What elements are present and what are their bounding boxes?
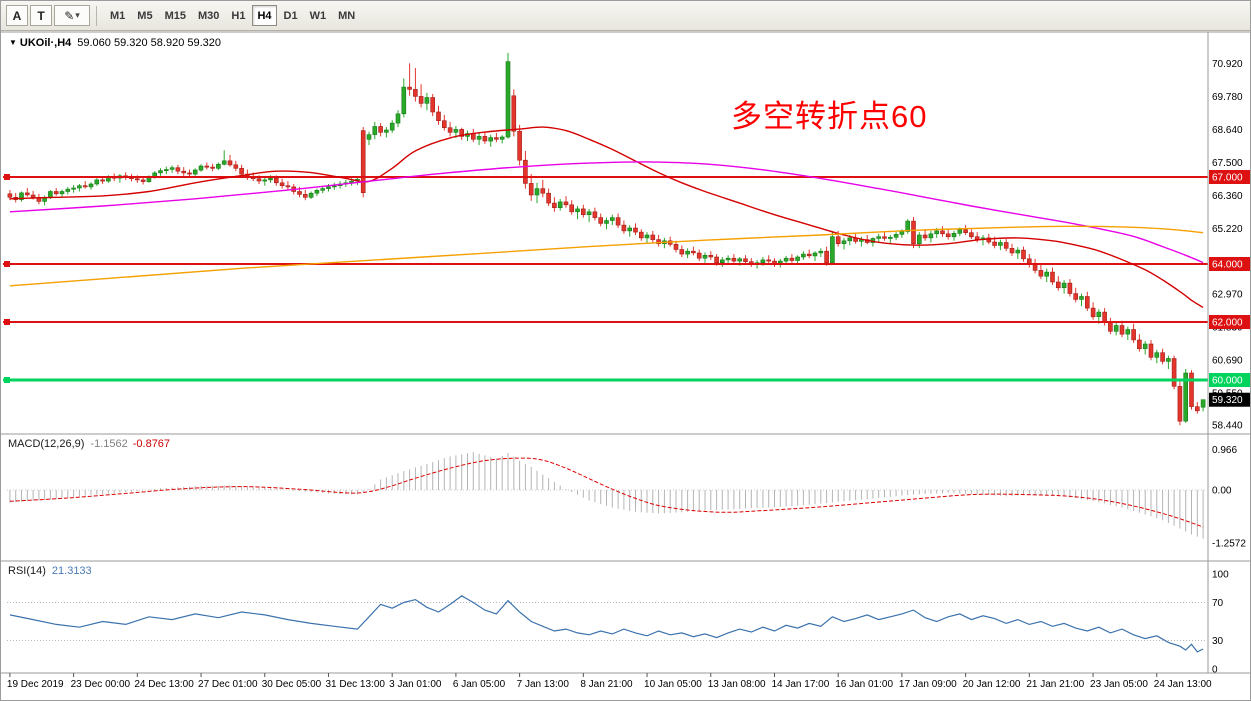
chart-background xyxy=(1,32,1250,700)
ma-slow-orange xyxy=(9,225,1204,287)
arrow-tool-button[interactable]: A xyxy=(6,5,28,26)
svg-text:-1.2572: -1.2572 xyxy=(1212,538,1246,549)
hline-anchor xyxy=(4,377,10,383)
macd-pane: 0.966 0.00 -1.2572 xyxy=(7,445,1246,549)
horizontal-lines xyxy=(3,174,1208,383)
timeframe-m1-button[interactable]: M1 xyxy=(105,5,130,26)
macd-indicator-label: MACD(12,26,9) -1.1562 -0.8767 xyxy=(8,438,170,450)
draw-tools-dropdown-button[interactable]: ✎ ▾ xyxy=(54,5,90,26)
timeframe-m30-button[interactable]: M30 xyxy=(193,5,224,26)
svg-text:14 Jan 17:00: 14 Jan 17:00 xyxy=(771,679,829,690)
price-badges: 67.000 64.000 62.000 60.000 59.320 xyxy=(1209,170,1250,407)
svg-text:67.000: 67.000 xyxy=(1212,173,1243,184)
ma-mid-magenta xyxy=(9,161,1204,264)
chart-annotation-text: 多空转折点60 xyxy=(731,99,928,134)
pane-separators xyxy=(1,31,1250,674)
svg-text:23 Jan 05:00: 23 Jan 05:00 xyxy=(1090,679,1148,690)
macd-name: MACD(12,26,9) xyxy=(8,438,85,450)
svg-text:70.920: 70.920 xyxy=(1212,59,1243,70)
svg-text:60.000: 60.000 xyxy=(1212,376,1243,387)
macd-signal-line xyxy=(9,457,1204,528)
timeframe-w1-button[interactable]: W1 xyxy=(305,5,332,26)
hline-anchor xyxy=(4,319,10,325)
svg-text:62.970: 62.970 xyxy=(1212,289,1243,300)
svg-text:7 Jan 13:00: 7 Jan 13:00 xyxy=(517,679,570,690)
symbol-name: UKOil·,H4 xyxy=(19,37,72,49)
rsi-indicator-label: RSI(14) 21.3133 xyxy=(8,565,92,577)
price-level-badge xyxy=(1209,373,1250,387)
svg-text:24 Dec 13:00: 24 Dec 13:00 xyxy=(134,679,194,690)
svg-text:24 Jan 13:00: 24 Jan 13:00 xyxy=(1154,679,1212,690)
ma-fast-red xyxy=(9,126,1204,309)
toolbar: A T ✎ ▾ M1 M5 M15 M30 H1 H4 D1 W1 MN xyxy=(1,1,1250,31)
svg-text:59.320: 59.320 xyxy=(1212,395,1243,406)
svg-text:27 Dec 01:00: 27 Dec 01:00 xyxy=(198,679,258,690)
timeframe-d1-button[interactable]: D1 xyxy=(279,5,303,26)
text-tool-button[interactable]: T xyxy=(30,5,52,26)
svg-text:19 Dec 2019: 19 Dec 2019 xyxy=(7,679,64,690)
current-price-badge xyxy=(1209,392,1250,407)
rsi-line xyxy=(9,595,1204,653)
text-tool-label: T xyxy=(37,8,45,23)
macd-signal-value: -0.8767 xyxy=(132,438,171,450)
toolbar-separator xyxy=(96,5,97,26)
time-axis: 19 Dec 2019 23 Dec 00:00 24 Dec 13:00 27 De… xyxy=(7,673,1212,690)
svg-text:64.000: 64.000 xyxy=(1212,260,1243,271)
svg-text:62.000: 62.000 xyxy=(1212,318,1243,329)
svg-text:58.440: 58.440 xyxy=(1212,421,1243,432)
symbol-dropdown-icon: ▼ xyxy=(9,38,17,47)
timeframe-mn-button[interactable]: MN xyxy=(333,5,360,26)
ohlc-values: 59.060 59.320 58.920 59.320 xyxy=(77,37,222,49)
hline-anchor xyxy=(4,174,10,180)
timeframe-h4-button[interactable]: H4 xyxy=(252,5,277,26)
svg-text:20 Jan 12:00: 20 Jan 12:00 xyxy=(963,679,1021,690)
rsi-pane: 100 70 30 0 xyxy=(7,570,1229,676)
moving-averages xyxy=(9,126,1204,309)
svg-text:0: 0 xyxy=(1212,665,1218,676)
svg-text:8 Jan 21:00: 8 Jan 21:00 xyxy=(580,679,633,690)
svg-text:60.690: 60.690 xyxy=(1212,355,1243,366)
price-level-badge xyxy=(1209,170,1250,184)
chevron-down-icon: ▾ xyxy=(75,10,80,20)
svg-text:16 Jan 01:00: 16 Jan 01:00 xyxy=(835,679,893,690)
arrow-tool-label: A xyxy=(12,8,22,23)
svg-text:31 Dec 13:00: 31 Dec 13:00 xyxy=(325,679,385,690)
price-level-badge xyxy=(1209,257,1250,271)
price-level-badge xyxy=(1209,315,1250,329)
timeframe-m5-button[interactable]: M5 xyxy=(132,5,157,26)
svg-text:17 Jan 09:00: 17 Jan 09:00 xyxy=(899,679,957,690)
rsi-value: 21.3133 xyxy=(51,565,92,577)
rsi-name: RSI(14) xyxy=(8,565,46,577)
macd-main-value: -1.1562 xyxy=(90,438,128,450)
svg-text:66.360: 66.360 xyxy=(1212,191,1243,202)
svg-text:30 Dec 05:00: 30 Dec 05:00 xyxy=(262,679,322,690)
timeframe-h1-button[interactable]: H1 xyxy=(226,5,250,26)
svg-text:21 Jan 21:00: 21 Jan 21:00 xyxy=(1026,679,1084,690)
svg-text:0.00: 0.00 xyxy=(1212,486,1232,497)
hline-anchor xyxy=(4,261,10,267)
svg-text:65.220: 65.220 xyxy=(1212,224,1243,235)
svg-text:68.640: 68.640 xyxy=(1212,125,1243,136)
svg-text:67.500: 67.500 xyxy=(1212,158,1243,169)
svg-text:30: 30 xyxy=(1212,636,1224,647)
svg-text:100: 100 xyxy=(1212,570,1229,581)
svg-text:69.780: 69.780 xyxy=(1212,92,1243,103)
svg-text:6 Jan 05:00: 6 Jan 05:00 xyxy=(453,679,506,690)
svg-text:0.966: 0.966 xyxy=(1212,445,1237,456)
pencil-icon: ✎ xyxy=(64,8,75,23)
svg-text:70: 70 xyxy=(1212,598,1224,609)
svg-text:3 Jan 01:00: 3 Jan 01:00 xyxy=(389,679,442,690)
timeframe-m15-button[interactable]: M15 xyxy=(160,5,191,26)
svg-text:23 Dec 00:00: 23 Dec 00:00 xyxy=(71,679,131,690)
svg-text:10 Jan 05:00: 10 Jan 05:00 xyxy=(644,679,702,690)
chart-title: ▼ UKOil·,H4 59.060 59.320 58.920 59.320 xyxy=(9,37,221,49)
svg-text:13 Jan 08:00: 13 Jan 08:00 xyxy=(708,679,766,690)
